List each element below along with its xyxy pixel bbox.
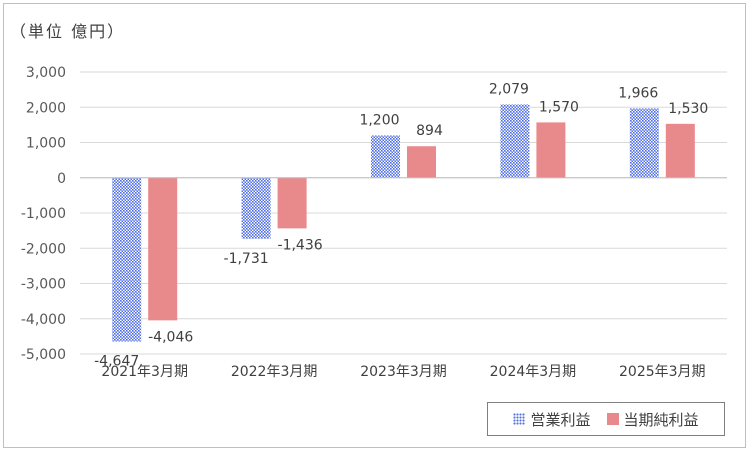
category-labels: 2021年3月期 2022年3月期 2023年3月期 2024年3月期 2025年3月期 — [101, 364, 705, 380]
x-category-label: 2021年3月期 — [101, 364, 188, 380]
bar-operating-profit — [500, 104, 530, 178]
y-tick-label: 2,000 — [26, 100, 66, 116]
data-labels: -4,647 -4,046 -1,731 -1,436 1,200 894 2,079 1,5… — [94, 81, 708, 369]
y-tick-label: -1,000 — [21, 206, 66, 222]
data-label-operating-profit: -1,731 — [224, 251, 269, 267]
legend-swatch-operating-profit — [513, 413, 526, 425]
data-label-operating-profit: -4,647 — [94, 354, 139, 370]
y-tick-label: -4,000 — [21, 312, 66, 328]
data-label-net-profit: 1,570 — [539, 99, 579, 115]
bar-operating-profit — [241, 177, 271, 239]
legend-item-operating-profit: 営業利益 — [513, 409, 591, 430]
bar-operating-profit — [112, 177, 142, 342]
y-tick-label: -2,000 — [21, 241, 66, 257]
y-axis-ticks: 3,000 2,000 1,000 0 -1,000 -2,000 -3,000 -4,000… — [21, 65, 66, 363]
data-label-operating-profit: 2,079 — [489, 81, 529, 97]
y-tick-label: -3,000 — [21, 277, 66, 293]
x-category-label: 2022年3月期 — [231, 364, 318, 380]
y-tick-label: 1,000 — [26, 136, 66, 152]
legend-label-operating-profit: 営業利益 — [530, 410, 591, 429]
x-category-label: 2023年3月期 — [360, 364, 447, 380]
data-label-operating-profit: 1,966 — [618, 85, 658, 101]
legend-swatch-net-profit — [606, 413, 619, 425]
bar-net-profit — [665, 123, 695, 178]
data-label-net-profit: -1,436 — [278, 237, 323, 253]
y-tick-label: 0 — [57, 171, 66, 187]
bars — [112, 104, 695, 342]
legend-label-net-profit: 当期純利益 — [623, 410, 699, 429]
x-category-label: 2025年3月期 — [619, 364, 706, 380]
bar-operating-profit — [629, 108, 659, 178]
x-category-label: 2024年3月期 — [490, 364, 577, 380]
bar-net-profit — [148, 177, 178, 321]
y-tick-label: 3,000 — [26, 65, 66, 81]
y-tick-label: -5,000 — [21, 347, 66, 363]
legend-item-net-profit: 当期純利益 — [606, 409, 699, 430]
data-label-net-profit: 894 — [416, 123, 443, 139]
bar-operating-profit — [371, 135, 400, 178]
data-label-net-profit: 1,530 — [668, 101, 708, 117]
unit-label: （単位 億円） — [10, 22, 126, 41]
bar-net-profit — [536, 122, 566, 178]
legend: 営業利益 当期純利益 — [487, 402, 725, 436]
data-label-operating-profit: 1,200 — [359, 112, 399, 128]
data-label-net-profit: -4,046 — [148, 329, 193, 345]
bar-net-profit — [277, 177, 307, 229]
bar-net-profit — [407, 146, 436, 178]
